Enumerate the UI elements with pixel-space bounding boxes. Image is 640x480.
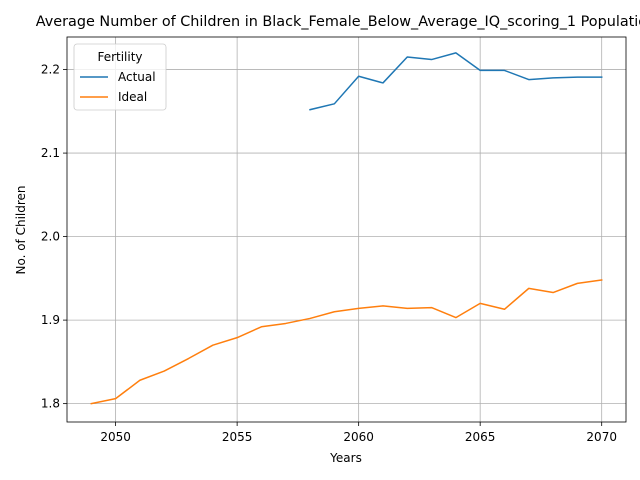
y-tick-label: 2.0	[41, 230, 60, 244]
x-tick-label: 2070	[586, 430, 617, 444]
x-tick-label: 2065	[465, 430, 496, 444]
x-tick-label: 2050	[100, 430, 131, 444]
series-line-ideal	[90, 279, 603, 405]
plot-frame	[66, 36, 627, 423]
x-axis-label: Years	[329, 451, 362, 465]
axis-ticks: 2050 2055 2060 2065 2070 1.8 1.9 2.0 2.1 2.2	[41, 63, 617, 444]
x-tick-label: 2055	[222, 430, 253, 444]
y-tick-label: 1.9	[41, 313, 60, 327]
series-lines	[90, 52, 603, 405]
y-tick-label: 1.8	[41, 397, 60, 411]
chart-title: Average Number of Children in Black_Fema…	[36, 14, 640, 30]
legend: Fertility Actual Ideal	[73, 43, 167, 111]
legend-label-ideal: Ideal	[118, 90, 147, 104]
y-axis-label: No. of Children	[14, 185, 28, 274]
legend-box	[73, 43, 167, 111]
y-tick-label: 2.1	[41, 146, 60, 160]
legend-label-actual: Actual	[118, 70, 156, 84]
series-line-actual	[309, 52, 603, 111]
grid	[67, 37, 626, 422]
legend-title: Fertility	[97, 50, 142, 64]
y-tick-label: 2.2	[41, 63, 60, 77]
x-tick-label: 2060	[343, 430, 374, 444]
